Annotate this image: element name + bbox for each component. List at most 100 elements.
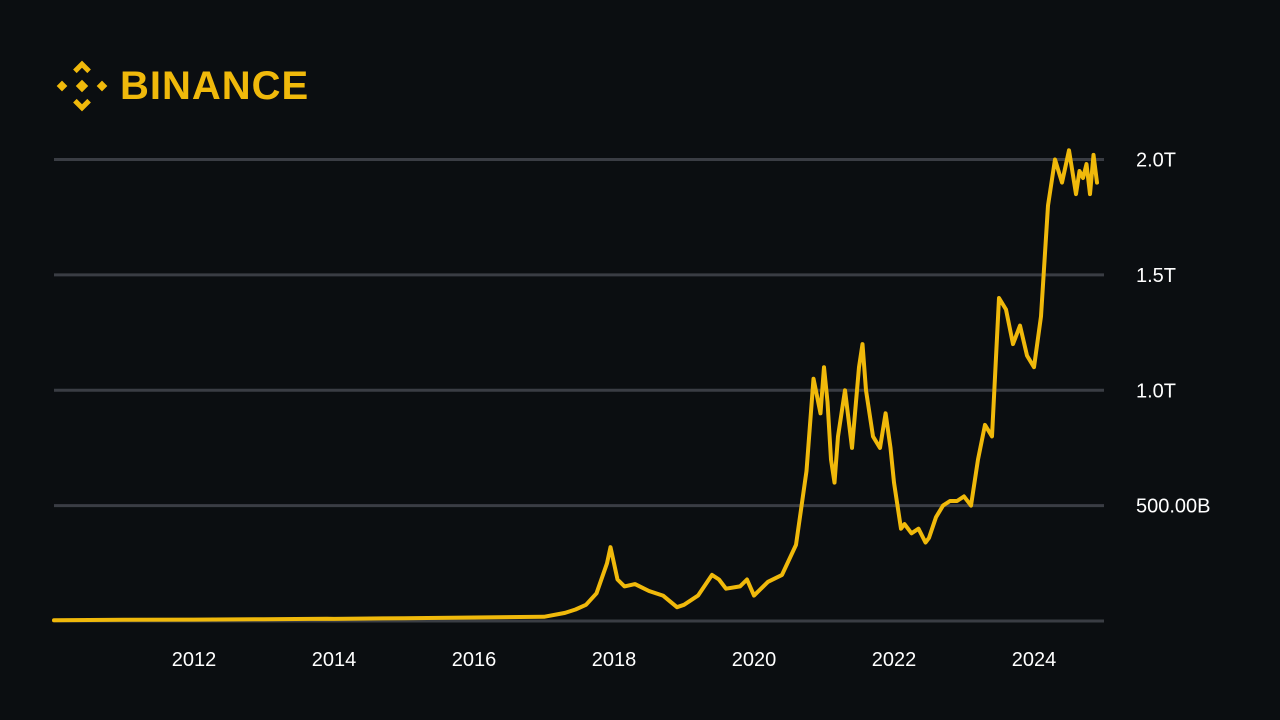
data-point — [1081, 176, 1085, 180]
data-point — [812, 377, 815, 381]
data-point — [325, 617, 329, 621]
data-point — [675, 605, 679, 609]
data-point — [983, 423, 987, 427]
data-point — [941, 504, 945, 508]
data-point — [1053, 158, 1057, 161]
data-point — [861, 342, 864, 346]
data-point — [1078, 169, 1081, 173]
data-point — [1018, 324, 1022, 328]
y-tick-label: 1.5T — [1136, 265, 1176, 287]
data-point — [1046, 204, 1050, 208]
data-point — [52, 618, 56, 622]
data-point — [605, 561, 609, 565]
data-point — [1067, 148, 1071, 152]
data-point — [661, 594, 665, 598]
data-point — [871, 434, 875, 438]
data-point — [1088, 192, 1092, 196]
series-line — [52, 148, 1099, 623]
data-point — [696, 594, 700, 598]
data-point — [819, 411, 822, 415]
data-point — [1039, 314, 1043, 318]
data-point — [122, 618, 126, 622]
data-point — [332, 617, 336, 621]
data-point — [623, 584, 626, 588]
data-point — [997, 296, 1001, 300]
data-point — [948, 499, 952, 503]
data-point — [609, 545, 612, 549]
data-point — [910, 531, 913, 535]
data-point — [878, 446, 882, 450]
data-point — [826, 400, 829, 404]
x-tick-label: 2024 — [1012, 649, 1057, 671]
data-point — [903, 522, 906, 526]
data-point — [976, 458, 980, 461]
data-point — [990, 434, 994, 438]
data-point — [955, 499, 959, 503]
data-point — [745, 578, 749, 581]
brand-logo-group: BINANCE — [54, 58, 309, 114]
data-point — [717, 578, 721, 581]
data-point — [612, 561, 616, 565]
x-tick-label: 2014 — [312, 649, 357, 671]
data-point — [924, 541, 927, 544]
data-point — [1074, 192, 1078, 196]
data-point — [262, 617, 266, 621]
data-point — [402, 616, 406, 620]
data-point — [633, 582, 637, 586]
data-point — [752, 594, 756, 598]
data-point — [1025, 354, 1029, 358]
data-point — [616, 578, 619, 581]
data-point — [738, 584, 742, 588]
data-point — [892, 481, 896, 485]
data-point — [794, 543, 798, 547]
x-axis: 2012 2014 2016 2018 2020 2022 2024 — [172, 649, 1057, 671]
data-point — [962, 494, 966, 498]
data-point — [647, 589, 651, 593]
data-point — [710, 573, 714, 577]
data-point — [1060, 181, 1064, 185]
data-point — [574, 608, 577, 611]
y-tick-label: 1.0T — [1136, 380, 1176, 402]
data-point — [843, 388, 847, 392]
data-point — [927, 536, 931, 540]
binance-diamond-icon — [56, 60, 108, 112]
data-point — [1004, 308, 1008, 311]
data-point — [822, 365, 826, 369]
data-point — [969, 504, 973, 508]
y-tick-label: 500.00B — [1136, 496, 1211, 518]
data-point — [884, 411, 888, 415]
x-tick-label: 2016 — [452, 649, 497, 671]
data-point — [1085, 162, 1088, 166]
data-point — [1032, 365, 1036, 369]
series-group — [52, 148, 1099, 623]
grid-lines — [54, 158, 1104, 623]
x-tick-label: 2020 — [732, 649, 777, 671]
data-point — [595, 591, 598, 595]
data-point — [833, 481, 836, 485]
data-point — [780, 573, 784, 577]
data-point — [563, 611, 567, 615]
brand-name: BINANCE — [120, 64, 310, 108]
data-point — [766, 580, 770, 584]
data-point — [864, 388, 868, 392]
data-point — [917, 527, 920, 531]
x-tick-label: 2012 — [172, 649, 217, 671]
data-point — [542, 615, 546, 619]
data-point — [857, 365, 861, 369]
data-point — [1011, 342, 1015, 346]
y-axis: 500.00B 1.0T 1.5T 2.0T — [1136, 150, 1211, 518]
data-point — [805, 469, 808, 473]
data-point — [584, 603, 588, 607]
data-point — [724, 587, 728, 591]
data-point — [836, 434, 840, 438]
data-point — [192, 618, 196, 622]
data-point — [829, 458, 833, 461]
data-point — [1095, 181, 1099, 185]
x-tick-label: 2022 — [872, 649, 917, 671]
data-point — [889, 446, 892, 450]
data-point — [850, 446, 854, 450]
data-point — [934, 515, 938, 519]
data-point — [1092, 153, 1095, 157]
y-tick-label: 2.0T — [1136, 150, 1176, 172]
